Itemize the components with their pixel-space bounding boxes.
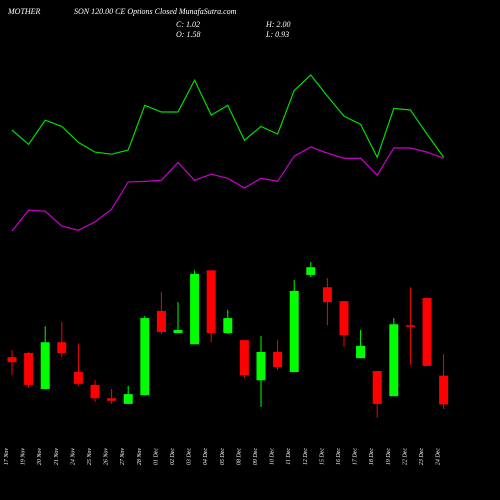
indicator-line <box>11 74 445 159</box>
x-tick-label: 04 Dec <box>202 448 209 465</box>
x-tick-label: 18 Dec <box>369 448 375 465</box>
x-tick-label: 20 Nov <box>37 448 43 466</box>
candle-body <box>389 324 399 397</box>
candle-body <box>322 287 332 303</box>
candle-body <box>107 398 117 401</box>
candle-body <box>372 371 382 404</box>
x-tick-label: 16 Dec <box>336 448 342 465</box>
candle-body <box>190 273 200 345</box>
x-tick-label: 24 Dec <box>435 448 442 465</box>
x-tick-label: 19 Nov <box>21 448 27 466</box>
title-right: SON 120.00 CE Options Closed MunafaSutra… <box>74 7 237 16</box>
candle-body <box>123 394 133 404</box>
candle-body <box>140 318 150 396</box>
candle-body <box>356 345 366 359</box>
stat-open: O: 1.58 <box>176 30 200 39</box>
candle-body <box>306 267 316 275</box>
x-tick-label: 19 Dec <box>386 448 392 465</box>
x-tick-label: 17 Nov <box>4 448 10 466</box>
x-tick-label: 15 Dec <box>319 448 325 465</box>
stat-high: H: 2.00 <box>265 20 290 29</box>
title-left: MOTHER <box>7 7 41 16</box>
x-tick-label: 24 Nov <box>69 448 76 466</box>
candle-body <box>73 372 83 384</box>
x-tick-label: 28 Nov <box>137 448 143 466</box>
x-tick-label: 11 Dec <box>286 448 292 465</box>
x-tick-label: 26 Nov <box>104 448 110 466</box>
x-tick-label: 10 Dec <box>270 448 276 465</box>
candle-body <box>289 290 299 373</box>
candle-body <box>206 270 216 333</box>
candle-body <box>239 340 249 376</box>
candle-body <box>405 325 415 327</box>
indicator-line <box>11 146 444 232</box>
x-tick-label: 09 Dec <box>253 448 259 465</box>
candle-body <box>256 352 266 381</box>
x-tick-label: 27 Nov <box>120 448 126 466</box>
x-tick-label: 17 Dec <box>353 448 359 465</box>
stat-low: L: 0.93 <box>265 30 289 39</box>
candle-body <box>156 310 166 332</box>
candle-body <box>173 329 183 333</box>
x-tick-label: 08 Dec <box>236 448 242 465</box>
candle-body <box>223 318 233 333</box>
candle-body <box>439 375 449 405</box>
candle-body <box>40 342 50 390</box>
x-tick-label: 02 Dec <box>170 448 176 465</box>
x-tick-label: 12 Dec <box>303 448 309 465</box>
x-tick-label: 01 Dec <box>153 448 159 465</box>
x-tick-label: 22 Dec <box>402 448 408 465</box>
candle-body <box>90 384 100 399</box>
candle-body <box>7 357 17 363</box>
candle-body <box>422 298 432 366</box>
stat-close: C: 1.02 <box>176 20 200 29</box>
candle-body <box>273 352 283 367</box>
candle-body <box>57 342 67 354</box>
candle-body <box>339 301 349 336</box>
x-tick-label: 25 Nov <box>87 448 93 466</box>
candle-body <box>24 353 34 385</box>
x-tick-label: 21 Nov <box>54 448 60 466</box>
x-tick-label: 05 Dec <box>220 448 226 465</box>
x-tick-label: 03 Dec <box>187 448 193 465</box>
x-tick-label: 23 Dec <box>419 448 425 465</box>
